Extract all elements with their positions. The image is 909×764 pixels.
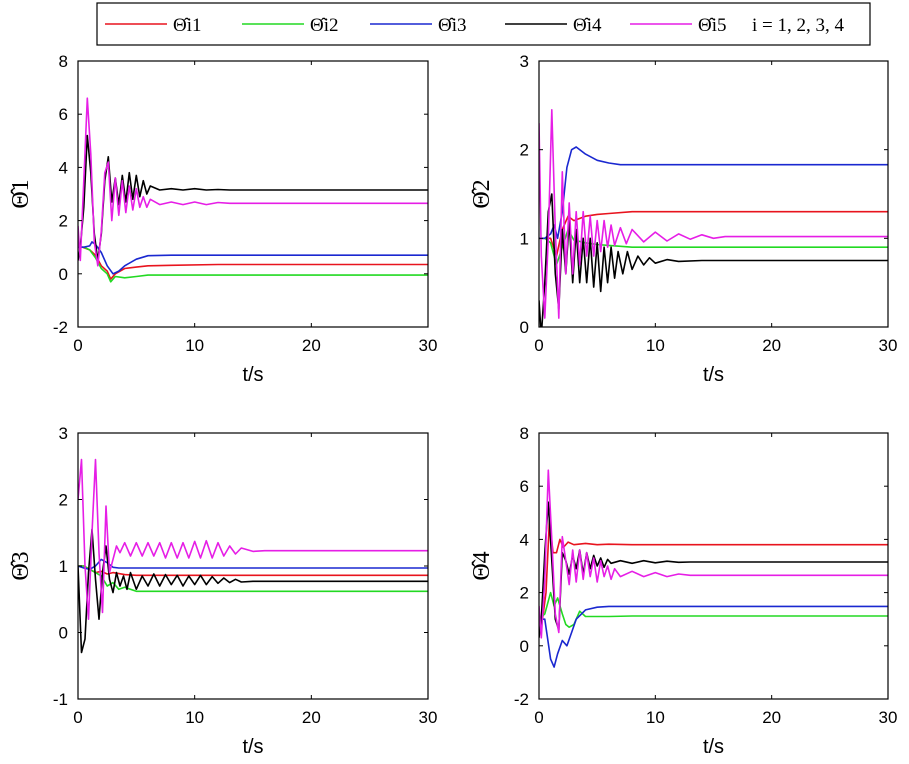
series-line-5 [78, 97, 428, 267]
series-line-3 [539, 146, 888, 240]
y-tick-label: 0 [520, 637, 529, 656]
y-tick-label: 6 [59, 105, 68, 124]
series-line-2 [78, 246, 428, 283]
subplot-1: 0 10 20 30 -2 0 2 4 6 8 t/s Θ̂1 [8, 52, 437, 386]
y-axis-label: Θ̂4 [469, 551, 495, 580]
plot-frame [538, 60, 889, 328]
y-tick-label: -2 [53, 318, 68, 337]
x-axis-label: t/s [703, 364, 724, 386]
x-tick-label: 10 [185, 708, 204, 727]
legend-label-3: Θ̂i3 [438, 15, 467, 36]
series-line-5 [539, 469, 888, 639]
y-tick-label: 2 [59, 212, 68, 231]
y-tick-label: 3 [59, 424, 68, 443]
subplot-2: 0 10 20 30 0 1 2 3 t/s Θ̂2 [469, 52, 897, 386]
x-tick-label: 30 [879, 336, 898, 355]
series-group [539, 109, 888, 327]
series-line-3 [539, 605, 888, 668]
y-tick-label: 2 [520, 584, 529, 603]
y-tick-label: -2 [514, 690, 529, 709]
y-tick-label: 0 [520, 318, 529, 337]
legend-label-1: Θ̂i1 [173, 15, 202, 36]
plot-frame [77, 60, 429, 328]
y-tick-label: 1 [59, 557, 68, 576]
x-tick-label: 0 [534, 336, 543, 355]
subplot-3: 0 10 20 30 -1 0 1 2 3 t/s Θ̂3 [8, 424, 437, 758]
y-axis-label: Θ̂1 [8, 179, 34, 208]
y-tick-label: 8 [520, 424, 529, 443]
series-group [78, 97, 428, 283]
series-line-4 [539, 501, 888, 638]
x-tick-label: 10 [185, 336, 204, 355]
x-tick-label: 30 [879, 708, 898, 727]
y-axis-label: Θ̂2 [469, 179, 495, 208]
y-tick-label: 4 [520, 530, 529, 549]
legend-suffix: i = 1, 2, 3, 4 [752, 15, 844, 36]
series-line-5 [78, 458, 428, 621]
x-tick-label: 0 [73, 336, 82, 355]
legend: Θ̂i1 Θ̂i2 Θ̂i3 Θ̂i4 Θ̂i5 i = 1, 2, 3, 4 [96, 2, 871, 46]
x-tick-label: 20 [302, 708, 321, 727]
legend-frame [96, 2, 871, 46]
y-tick-label: 0 [59, 624, 68, 643]
series-line-3 [78, 241, 428, 275]
y-tick-label: 1 [520, 229, 529, 248]
legend-label-4: Θ̂i4 [573, 15, 602, 36]
x-axis-label: t/s [703, 736, 724, 758]
y-tick-label: 8 [59, 52, 68, 71]
x-tick-label: 20 [302, 336, 321, 355]
x-axis-label: t/s [242, 364, 263, 386]
y-tick-label: -1 [53, 690, 68, 709]
series-line-5 [539, 109, 888, 319]
series-line-2 [539, 591, 888, 629]
x-tick-label: 20 [762, 708, 781, 727]
subplot-4: 0 10 20 30 -2 0 2 4 6 8 t/s Θ̂4 [469, 424, 897, 758]
series-line-3 [78, 558, 428, 571]
legend-label-2: Θ̂i2 [310, 15, 339, 36]
y-tick-label: 3 [520, 52, 529, 71]
series-group [78, 458, 428, 654]
x-tick-label: 30 [419, 336, 438, 355]
x-tick-label: 10 [646, 708, 665, 727]
y-axis-label: Θ̂3 [8, 551, 34, 580]
series-line-4 [78, 528, 428, 654]
x-axis-label: t/s [242, 736, 263, 758]
x-tick-label: 20 [762, 336, 781, 355]
x-tick-label: 30 [419, 708, 438, 727]
y-tick-label: 2 [59, 491, 68, 510]
series-line-1 [539, 210, 888, 257]
y-tick-label: 2 [520, 141, 529, 160]
x-tick-label: 0 [534, 708, 543, 727]
plot-frame [538, 432, 889, 700]
series-group [539, 469, 888, 668]
legend-label-5: Θ̂i5 [698, 15, 727, 36]
x-tick-label: 10 [646, 336, 665, 355]
series-line-2 [78, 565, 428, 593]
plot-frame [77, 432, 429, 700]
y-tick-label: 0 [59, 265, 68, 284]
x-tick-label: 0 [73, 708, 82, 727]
y-tick-label: 6 [520, 477, 529, 496]
y-tick-label: 4 [59, 158, 68, 177]
